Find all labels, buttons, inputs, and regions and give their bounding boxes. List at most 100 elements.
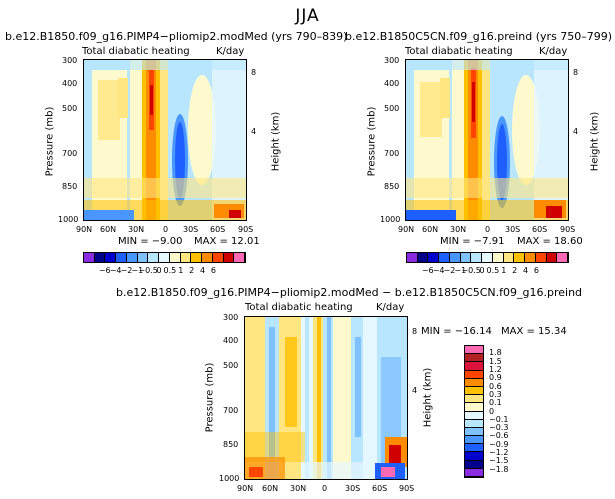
panel1-ytick: 850 <box>62 182 78 191</box>
panel1-xtick: 30N <box>128 225 145 234</box>
colorbar-swatch <box>449 253 461 262</box>
colorbar-swatch <box>465 378 483 387</box>
colorbar-tick-label: −6 <box>421 266 434 275</box>
panel3-title: b.e12.B1850.f09_g16.PIMP4−pliomip2.modMe… <box>116 286 583 299</box>
colorbar-swatch <box>212 253 224 262</box>
colorbar-tick-label: 6 <box>533 266 539 275</box>
panel2-heatmap <box>406 60 568 220</box>
panel2-title: b.e12.B1850C5CN.f09_g16.preind (yrs 750–… <box>345 30 613 43</box>
colorbar-tick-label: −6 <box>98 266 111 275</box>
panel3-xtick: 30N <box>290 484 307 493</box>
panel2-ytick: 1000 <box>380 215 401 224</box>
panel2-y2tick: 8 <box>573 68 579 77</box>
colorbar-swatch <box>116 253 127 262</box>
colorbar-tick-label: 1.5 <box>489 356 502 366</box>
colorbar-swatch <box>465 436 483 445</box>
colorbar1 <box>83 252 246 263</box>
colorbar-swatch <box>84 253 95 262</box>
panel1-min: MIN = −9.00 <box>118 236 183 247</box>
colorbar-swatch <box>514 253 526 262</box>
colorbar-swatch <box>223 253 235 262</box>
panel2-ytick: 300 <box>384 56 400 65</box>
colorbar-swatch <box>503 253 515 262</box>
colorbar2 <box>406 252 569 263</box>
colorbar-swatch <box>471 253 483 262</box>
panel3-min: MIN = −16.14 <box>421 326 492 337</box>
season-title: JJA <box>295 6 320 26</box>
colorbar-tick-label: −0.3 <box>489 423 509 433</box>
colorbar-swatch <box>428 253 440 262</box>
colorbar-swatch <box>465 403 483 412</box>
colorbar-swatch <box>407 253 418 262</box>
panel2-ylabel: Pressure (mb) <box>366 106 378 177</box>
panel3-right-label: K/day <box>376 302 405 313</box>
panel2-max: MAX = 18.60 <box>517 236 583 247</box>
colorbar-tick-label: −1 <box>131 266 144 275</box>
colorbar-tick-label: 0 <box>479 266 485 275</box>
panel2-left-label: Total diabatic heating <box>405 46 513 57</box>
colorbar-swatch <box>465 386 483 396</box>
panel2-xtick: 30N <box>450 225 467 234</box>
panel2-plot <box>405 59 569 221</box>
colorbar-tick-label: −0.6 <box>489 431 509 441</box>
colorbar-tick-label: 4 <box>522 266 529 275</box>
panel2-ytick: 400 <box>384 79 400 88</box>
panel2-y2label: Height (km) <box>589 111 601 172</box>
panel1-xtick: 90S <box>238 225 254 234</box>
colorbar-tick-label: 1.2 <box>489 364 502 374</box>
panel2-xtick: 30S <box>505 225 521 234</box>
colorbar-swatch <box>557 253 569 262</box>
panel3-xtick: 90S <box>399 484 415 493</box>
colorbar-swatch <box>465 411 483 420</box>
panel1-xtick: 0 <box>163 225 169 234</box>
colorbar-swatch <box>525 253 536 262</box>
colorbar-tick-label: −1.2 <box>489 448 509 458</box>
colorbar-swatch <box>417 253 429 262</box>
colorbar-swatch <box>148 253 160 262</box>
colorbar-swatch <box>465 354 483 363</box>
colorbar-tick-label: 2 <box>189 266 195 275</box>
colorbar-swatch <box>234 253 246 262</box>
panel2-ytick: 700 <box>384 149 400 158</box>
colorbar-swatch <box>465 419 483 428</box>
colorbar-tick-label: 4 <box>199 266 206 275</box>
colorbar-swatch <box>126 253 138 262</box>
panel3-ytick: 300 <box>223 313 239 322</box>
panel3-xtick: 30S <box>345 484 361 493</box>
panel1-ytick: 300 <box>62 56 78 65</box>
panel3-heatmap <box>245 317 407 479</box>
panel2-min: MIN = −7.91 <box>440 236 505 247</box>
panel1-y2label: Height (km) <box>270 111 282 172</box>
panel1-y2tick: 8 <box>251 68 257 77</box>
colorbar-swatch <box>460 253 472 262</box>
colorbar2-labels: −6 −4 −2 −1 −0.5 0 0.5 1 2 4 6 <box>406 266 569 276</box>
colorbar-swatch <box>465 346 483 355</box>
colorbar-swatch <box>465 370 483 379</box>
colorbar-swatch <box>159 253 170 262</box>
panel3-ytick: 500 <box>223 361 239 370</box>
panel1-xtick: 30S <box>183 225 199 234</box>
colorbar-swatch <box>180 253 192 262</box>
panel3-ylabel: Pressure (mb) <box>204 362 216 433</box>
colorbar-swatch <box>492 253 504 262</box>
colorbar-swatch <box>137 253 149 262</box>
colorbar3-labels: 1.8 1.5 1.2 0.9 0.6 0.3 0.1 0 −0.1 −0.3 −0.6 −0.9 −1… <box>489 345 529 478</box>
colorbar-tick-label: −2 <box>120 266 133 275</box>
colorbar-tick-label: −0.5 <box>461 266 481 275</box>
colorbar-swatch <box>191 253 203 262</box>
colorbar-tick-label: 1.8 <box>489 348 502 358</box>
colorbar-tick-label: 1 <box>501 266 507 275</box>
colorbar-tick-label: −1.8 <box>489 464 509 474</box>
panel1-xtick: 90N <box>76 225 93 234</box>
colorbar-tick-label: 0.9 <box>489 373 502 383</box>
colorbar3 <box>464 345 484 478</box>
colorbar-swatch <box>465 452 483 461</box>
panel3-max: MAX = 15.34 <box>501 326 567 337</box>
colorbar-tick-label: 0 <box>156 266 162 275</box>
panel1-y2tick: 4 <box>251 127 257 136</box>
panel3-ytick: 850 <box>223 440 239 449</box>
colorbar-swatch <box>465 427 483 437</box>
panel1-ytick: 700 <box>62 149 78 158</box>
colorbar1-labels: −6 −4 −2 −1 −0.5 0 0.5 1 2 4 6 <box>83 266 246 276</box>
colorbar-swatch <box>535 253 547 262</box>
